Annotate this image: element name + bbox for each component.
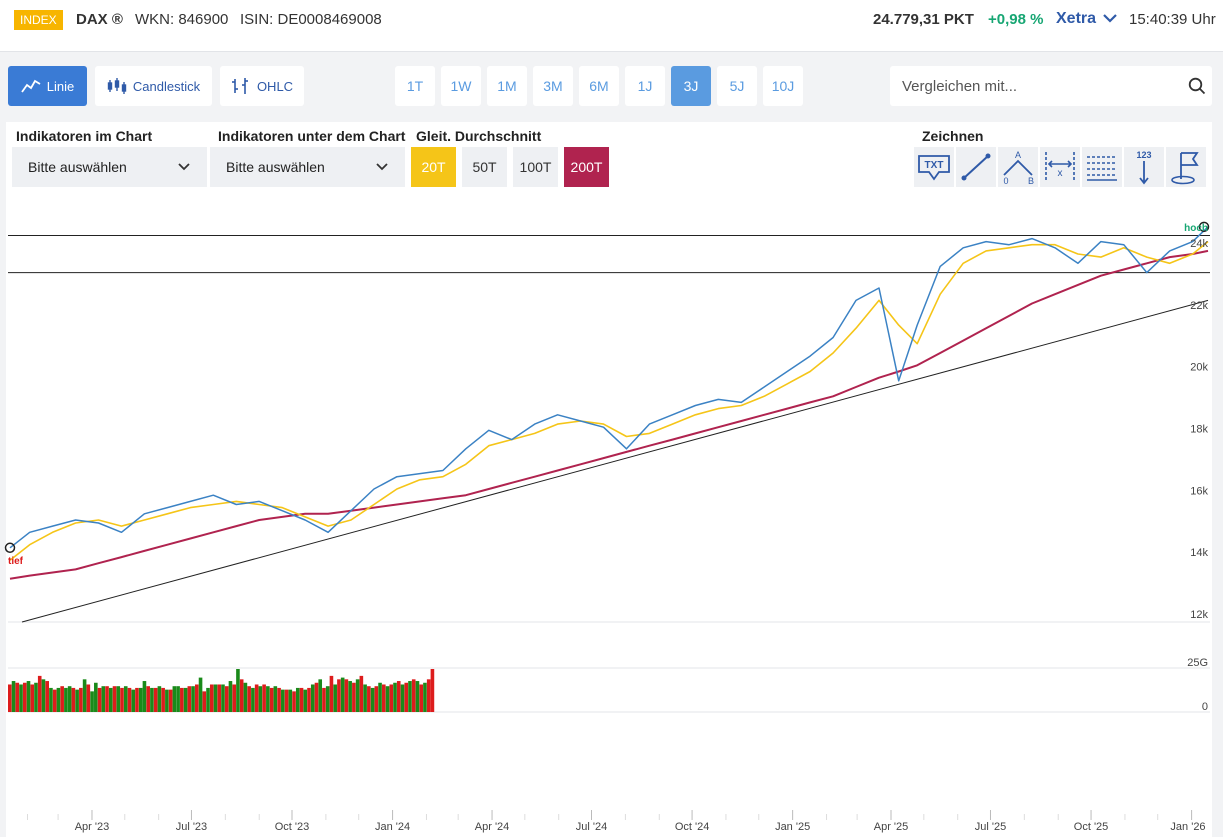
line-tool-icon	[961, 153, 991, 181]
measure-tool-icon: x	[1045, 152, 1075, 182]
line-tool-button[interactable]	[956, 147, 996, 187]
text-tool-button[interactable]: TXT	[914, 147, 954, 187]
text-tool-label: TXT	[925, 160, 944, 171]
range-1t-button[interactable]: 1T	[395, 66, 435, 106]
fib-label-0: 0	[1003, 176, 1008, 185]
fib-label-a: A	[1015, 150, 1021, 160]
price-change: +0,98 %	[988, 11, 1044, 28]
chart-type-candlestick-button[interactable]: Candlestick	[95, 66, 212, 106]
chevron-down-icon	[376, 163, 388, 171]
candlestick-icon	[107, 78, 127, 94]
ma-200t-button[interactable]: 200T	[564, 147, 609, 187]
fib-label-b: B	[1028, 176, 1034, 185]
indicators-in-chart-label: Indikatoren im Chart	[16, 128, 153, 144]
wkn-label: WKN: 846900	[135, 11, 229, 28]
chart-type-line-button[interactable]: Linie	[8, 66, 87, 106]
indicators-under-chart-label: Indikatoren unter dem Chart	[218, 128, 406, 144]
ohlc-icon	[231, 78, 248, 94]
exchange-label: Xetra	[1056, 10, 1097, 27]
chart-type-candlestick-label: Candlestick	[132, 78, 201, 94]
indicators-in-chart-value: Bitte auswählen	[28, 159, 127, 175]
isin-label: ISIN: DE0008469008	[240, 11, 382, 28]
compare-search-input[interactable]	[890, 66, 1180, 106]
search-icon[interactable]	[1188, 77, 1206, 95]
chart-panel	[6, 122, 1212, 837]
levels-tool-button[interactable]	[1082, 147, 1122, 187]
moving-average-label: Gleit. Durchschnitt	[416, 128, 542, 144]
current-price: 24.779,31 PKT	[873, 11, 974, 28]
range-1w-button[interactable]: 1W	[441, 66, 481, 106]
quote-time: 15:40:39 Uhr	[1129, 11, 1216, 28]
chevron-down-icon	[178, 163, 190, 171]
range-1j-button[interactable]: 1J	[625, 66, 665, 106]
compare-search	[890, 66, 1212, 106]
range-1m-button[interactable]: 1M	[487, 66, 527, 106]
fibonacci-tool-button[interactable]: A 0 B	[998, 147, 1038, 187]
range-6m-button[interactable]: 6M	[579, 66, 619, 106]
range-5j-button[interactable]: 5J	[717, 66, 757, 106]
range-3j-button[interactable]: 3J	[671, 66, 711, 106]
levels-tool-icon	[1087, 156, 1117, 181]
chevron-down-icon	[1103, 14, 1117, 23]
range-3m-button[interactable]: 3M	[533, 66, 573, 106]
value-tool-button[interactable]: 123	[1124, 147, 1164, 187]
chart-type-line-label: Linie	[46, 78, 75, 94]
text-tool-icon: TXT	[918, 155, 950, 181]
measure-label: x	[1058, 168, 1063, 179]
chart-type-ohlc-label: OHLC	[256, 78, 294, 94]
indicators-under-chart-select[interactable]: Bitte auswählen	[210, 147, 405, 187]
indicators-in-chart-select[interactable]: Bitte auswählen	[12, 147, 207, 187]
value-tool-label: 123	[1136, 150, 1151, 160]
draw-label: Zeichnen	[922, 128, 984, 144]
indicators-under-chart-value: Bitte auswählen	[226, 159, 325, 175]
line-chart-icon	[21, 79, 41, 93]
instrument-header: INDEX DAX ® WKN: 846900 ISIN: DE00084690…	[0, 0, 1223, 52]
exchange-selector[interactable]: Xetra	[1056, 10, 1117, 28]
flag-tool-button[interactable]	[1166, 147, 1206, 187]
measure-tool-button[interactable]: x	[1040, 147, 1080, 187]
flag-tool-icon	[1171, 152, 1199, 185]
chart-type-ohlc-button[interactable]: OHLC	[220, 66, 304, 106]
instrument-name: DAX ®	[76, 11, 123, 28]
ma-100t-button[interactable]: 100T	[513, 147, 558, 187]
ma-20t-button[interactable]: 20T	[411, 147, 456, 187]
value-tool-icon: 123	[1136, 150, 1152, 185]
ma-50t-button[interactable]: 50T	[462, 147, 507, 187]
range-10j-button[interactable]: 10J	[763, 66, 803, 106]
fibonacci-tool-icon: A 0 B	[1003, 150, 1034, 185]
instrument-type-badge: INDEX	[14, 10, 63, 30]
